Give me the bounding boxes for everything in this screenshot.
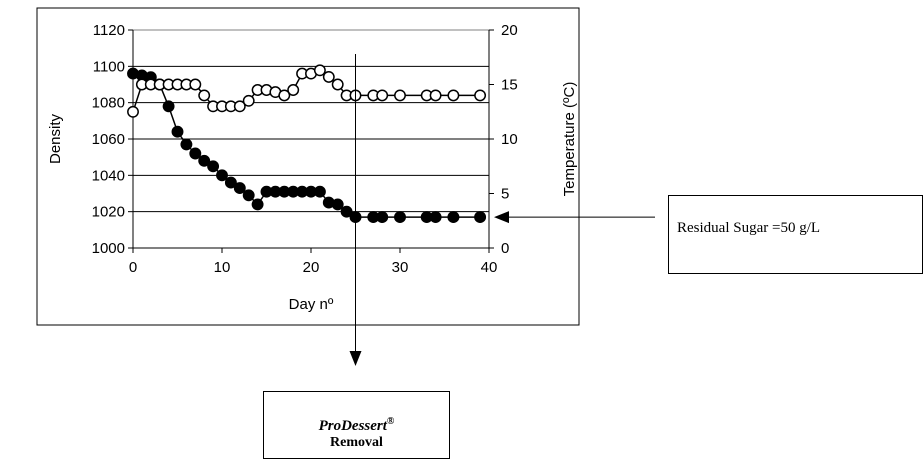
- density-point: [198, 154, 211, 167]
- temperature-point: [447, 89, 460, 102]
- y-tick-label: 1080: [92, 95, 125, 112]
- temperature-point: [331, 78, 344, 91]
- temperature-point: [127, 105, 139, 118]
- residual-sugar-callout: Residual Sugar =50 g/L: [668, 195, 923, 274]
- x-tick-label: 40: [481, 259, 498, 276]
- x-tick-label: 20: [303, 259, 320, 276]
- prodessert-removal-callout: ProDessert® Removal: [263, 391, 450, 459]
- y-tick-label: 1020: [92, 204, 125, 221]
- removal-arrowhead: [349, 351, 362, 366]
- temperature-point: [242, 94, 255, 107]
- y2-tick-label: 20: [501, 22, 518, 39]
- y-tick-label: 1040: [92, 167, 125, 184]
- temperature-point: [322, 70, 335, 83]
- series-points: [127, 64, 487, 224]
- residual-sugar-label: Residual Sugar =50 g/L: [677, 220, 821, 236]
- density-point: [474, 211, 487, 224]
- density-point: [180, 138, 193, 151]
- brand-name: ProDessert®: [264, 414, 449, 434]
- temperature-point: [376, 89, 389, 102]
- sugar-arrowhead: [494, 211, 509, 224]
- temperature-point: [278, 89, 291, 102]
- temperature-point: [189, 78, 202, 91]
- y-tick-label: 1060: [92, 131, 125, 148]
- y-axis-title: Density: [47, 113, 64, 164]
- density-point: [251, 198, 264, 211]
- density-point: [376, 211, 389, 224]
- temperature-point: [233, 100, 246, 113]
- density-point: [313, 185, 326, 198]
- y-tick-label: 1120: [93, 22, 125, 39]
- density-point: [216, 169, 228, 182]
- density-point: [340, 205, 353, 218]
- y2-tick-label: 10: [501, 131, 518, 148]
- y2-tick-label: 5: [501, 186, 509, 203]
- density-point: [447, 211, 460, 224]
- y2-axis-title: Temperature (ºC): [561, 82, 578, 197]
- x-tick-label: 30: [392, 259, 409, 276]
- axes: [128, 29, 494, 253]
- temperature-point: [429, 89, 442, 102]
- y-tick-label: 1000: [92, 240, 125, 257]
- density-point: [331, 198, 344, 211]
- removal-label: Removal: [330, 435, 383, 450]
- registered-mark: ®: [386, 416, 395, 427]
- temperature-point: [287, 84, 300, 96]
- x-tick-label: 0: [129, 259, 137, 276]
- y2-tick-label: 0: [501, 240, 509, 257]
- temperature-point: [474, 89, 487, 102]
- temperature-point: [394, 89, 406, 102]
- brand-label: ProDessert: [318, 418, 387, 434]
- y-tick-label: 1100: [93, 58, 125, 75]
- density-point: [171, 125, 184, 138]
- density-point: [429, 211, 442, 224]
- x-axis-title: Day nº: [289, 296, 334, 313]
- density-point: [207, 160, 220, 173]
- density-point: [162, 100, 175, 113]
- density-point: [189, 147, 202, 160]
- density-point: [242, 189, 255, 202]
- density-point: [224, 176, 237, 189]
- annotation-arrows: [349, 54, 655, 366]
- density-point: [394, 211, 406, 224]
- y2-tick-label: 15: [501, 77, 518, 94]
- temperature-point: [313, 64, 326, 77]
- x-tick-label: 10: [214, 259, 231, 276]
- temperature-point: [198, 89, 211, 102]
- gridlines: [133, 65, 489, 213]
- density-point: [233, 182, 246, 195]
